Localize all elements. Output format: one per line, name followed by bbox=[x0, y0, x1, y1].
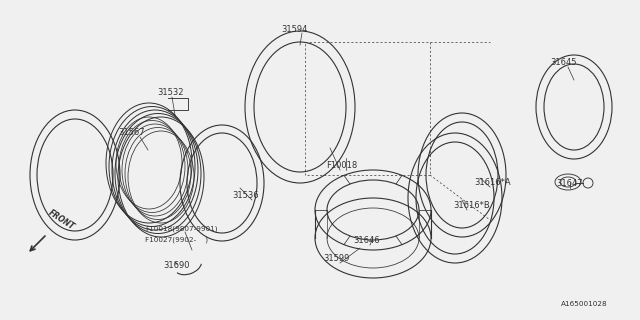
Text: FRONT: FRONT bbox=[47, 209, 76, 232]
Text: 31567: 31567 bbox=[118, 128, 145, 137]
Text: 31645: 31645 bbox=[550, 58, 577, 67]
Text: 31599: 31599 bbox=[323, 254, 349, 263]
Text: 31532: 31532 bbox=[157, 88, 184, 97]
Text: F10027(9902-    ): F10027(9902- ) bbox=[145, 236, 208, 243]
Text: 31616*B: 31616*B bbox=[453, 201, 490, 210]
Text: 31646: 31646 bbox=[353, 236, 380, 245]
Text: 31594: 31594 bbox=[281, 25, 307, 34]
Text: 31647: 31647 bbox=[556, 179, 582, 188]
Text: F10018: F10018 bbox=[326, 161, 357, 170]
Text: A165001028: A165001028 bbox=[561, 301, 607, 307]
Text: 31690: 31690 bbox=[163, 261, 189, 270]
Text: 31616*A: 31616*A bbox=[474, 178, 511, 187]
Text: F10018(9807-9901): F10018(9807-9901) bbox=[145, 225, 218, 231]
Text: 31536: 31536 bbox=[232, 191, 259, 200]
